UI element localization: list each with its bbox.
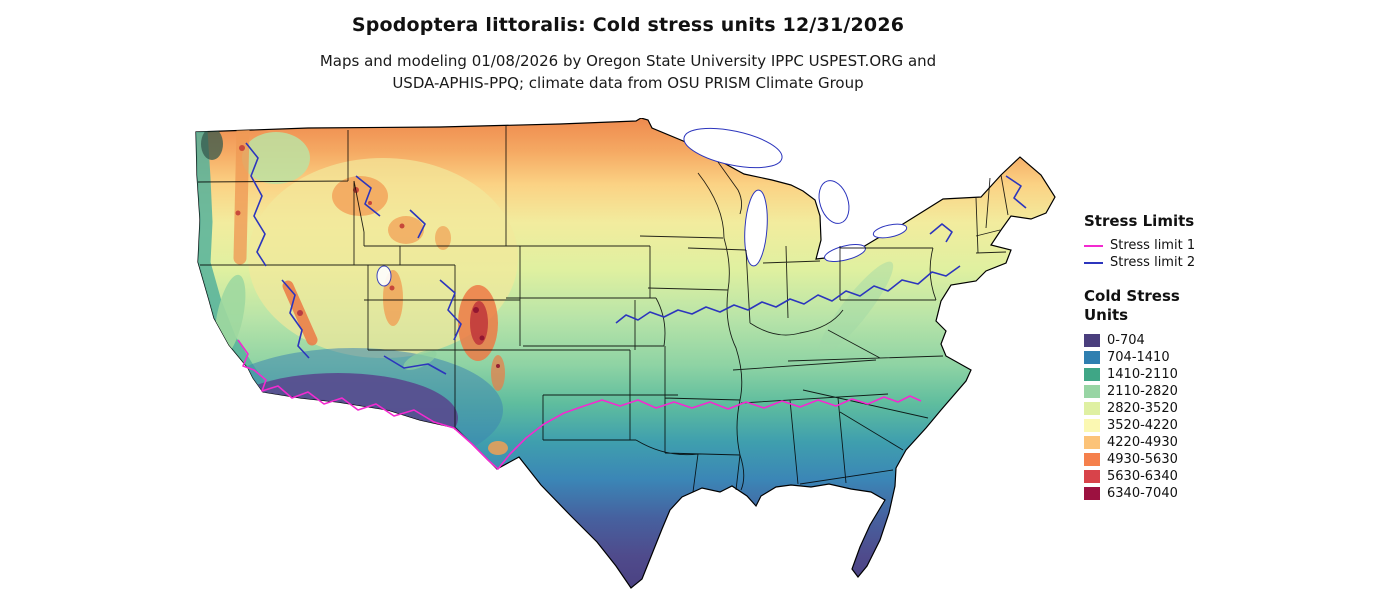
stress-limit-2-label: Stress limit 2 — [1110, 255, 1196, 270]
legend-bin-row: 0-704 — [1084, 332, 1234, 349]
lake-ontario — [872, 223, 908, 239]
bin-label: 2110-2820 — [1107, 384, 1178, 399]
legend-panel: Stress Limits Stress limit 1 Stress limi… — [1084, 212, 1234, 502]
legend-bin-row: 4220-4930 — [1084, 434, 1234, 451]
subtitle: Maps and modeling 01/08/2026 by Oregon S… — [188, 50, 1068, 94]
great-salt-lake — [376, 265, 392, 287]
stress-limit-1-contour — [237, 339, 922, 470]
lake-huron — [818, 180, 850, 224]
color-swatch — [1084, 368, 1100, 381]
legend-bin-row: 2820-3520 — [1084, 400, 1234, 417]
legend-bin-row: 1410-2110 — [1084, 366, 1234, 383]
color-swatch — [1084, 487, 1100, 500]
legend-bin-row: 4930-5630 — [1084, 451, 1234, 468]
color-swatch — [1084, 334, 1100, 347]
us-cold-stress-map — [188, 117, 1068, 594]
color-swatch — [1084, 419, 1100, 432]
bin-label: 4930-5630 — [1107, 452, 1178, 467]
color-swatch — [1084, 402, 1100, 415]
stress-limit-1-line-swatch — [1084, 244, 1103, 247]
lake-superior — [683, 127, 783, 169]
stress-limit-1-label: Stress limit 1 — [1110, 238, 1196, 253]
legend-bin-row: 2110-2820 — [1084, 383, 1234, 400]
color-swatch — [1084, 453, 1100, 466]
bin-label: 0-704 — [1107, 333, 1145, 348]
legend-bin-row: 3520-4220 — [1084, 417, 1234, 434]
bin-label: 704-1410 — [1107, 350, 1170, 365]
stress-limits-heading: Stress Limits — [1084, 212, 1195, 230]
title-block: Spodoptera littoralis: Cold stress units… — [188, 14, 1068, 94]
cold-stress-units-heading: Cold Stress Units — [1084, 287, 1180, 324]
color-swatch — [1084, 351, 1100, 364]
bin-label: 6340-7040 — [1107, 486, 1178, 501]
us-map-svg — [195, 117, 1056, 589]
state-borders — [197, 126, 1009, 493]
subtitle-line-2: USDA-APHIS-PPQ; climate data from OSU PR… — [392, 74, 864, 92]
page-title: Spodoptera littoralis: Cold stress units… — [351, 14, 905, 36]
stress-limit-2-contour — [245, 142, 1027, 375]
legend-bin-row: 704-1410 — [1084, 349, 1234, 366]
subtitle-line-1: Maps and modeling 01/08/2026 by Oregon S… — [319, 52, 937, 70]
color-swatch — [1084, 436, 1100, 449]
lakes — [376, 127, 908, 287]
legend-item-stress-limit-1: Stress limit 1 — [1084, 237, 1234, 254]
bin-label: 4220-4930 — [1107, 435, 1178, 450]
bin-label: 2820-3520 — [1107, 401, 1178, 416]
legend-item-stress-limit-2: Stress limit 2 — [1084, 254, 1234, 271]
lake-michigan — [744, 189, 768, 267]
legend-bin-row: 6340-7040 — [1084, 485, 1234, 502]
legend-bin-row: 5630-6340 — [1084, 468, 1234, 485]
bin-label: 3520-4220 — [1107, 418, 1178, 433]
bin-label: 1410-2110 — [1107, 367, 1178, 382]
color-swatch — [1084, 385, 1100, 398]
stress-limit-2-line-swatch — [1084, 261, 1103, 264]
bin-label: 5630-6340 — [1107, 469, 1178, 484]
color-swatch — [1084, 470, 1100, 483]
